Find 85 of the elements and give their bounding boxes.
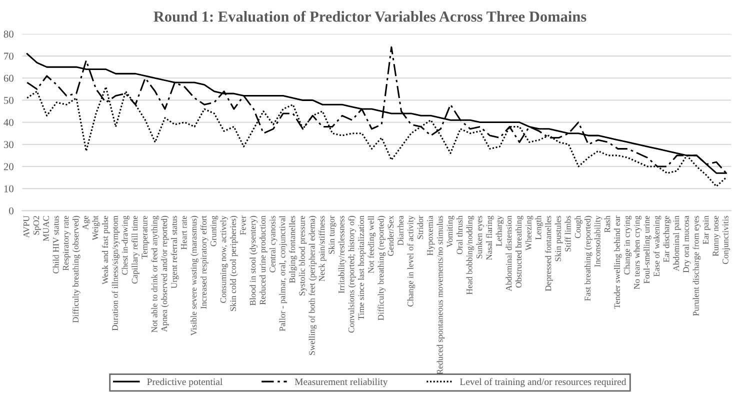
x-tick-label: Temperature [142, 216, 150, 259]
x-tick-label: Weak and fast pulse [102, 216, 110, 284]
legend-label: Level of training and/or resources required [460, 378, 626, 388]
x-tick-label: Reduced urine production [260, 216, 268, 305]
x-tick-label: Apnea (observed and/or reported) [161, 216, 169, 332]
x-tick-label: Bulging fontanelles [289, 216, 297, 283]
x-tick-label: Not feeding well [368, 216, 376, 274]
x-tick-label: Depressed fontanelles [545, 216, 553, 292]
y-tick-label: 40 [4, 118, 14, 126]
y-tick-label: 30 [4, 141, 14, 148]
x-tick-label: Convulsions (reported; history of) [348, 216, 356, 333]
x-tick-label: Obstructed breathing [516, 216, 524, 288]
x-tick-label: Conjunctivitis [722, 216, 730, 264]
x-tick-label: Purulent discharge from eyes [692, 216, 701, 316]
x-tick-label: Change in level of activity [407, 216, 416, 307]
y-tick-label: 0 [9, 207, 14, 214]
x-tick-label: Duration of illness/sign/symptom [112, 216, 120, 331]
x-tick-label: Fast breathing (reported) [584, 216, 592, 301]
x-tick-label: Diarrhea [397, 216, 404, 246]
x-tick-label: Dry oral mucosa [682, 216, 691, 273]
x-tick-label: Pallor - palmar, oral, conjunctival [279, 216, 288, 332]
y-tick-label: 70 [4, 52, 14, 60]
x-tick-label: Child HIV status [52, 216, 59, 274]
x-tick-label: Oral thrush [456, 216, 463, 254]
x-tick-label: Vomiting [446, 216, 454, 248]
x-tick-label: Gender/Sex [388, 216, 394, 256]
x-tick-label: Stridor [417, 216, 424, 239]
x-tick-label: MUAC [43, 216, 49, 242]
x-tick-label: Visible severe wasting (marasmus) [190, 216, 198, 336]
x-tick-label: Ease of wakening [653, 216, 662, 276]
x-tick-label: Rash [604, 216, 610, 233]
x-tick-label: Ear pain [702, 216, 710, 244]
x-tick-label: Urgent referral status [170, 216, 179, 288]
y-tick-label: 60 [4, 74, 14, 82]
x-tick-label: Neck pain/stiffness [318, 216, 326, 282]
y-tick-label: 20 [4, 163, 14, 170]
legend-label: Predictive potential [147, 378, 222, 388]
x-tick-label: Sunken eyes [476, 216, 484, 258]
x-tick-label: Abdominal distension [506, 216, 512, 292]
x-tick-label: Reduced spontaneous movements/no stimulus [436, 216, 445, 374]
y-tick-label: 50 [4, 96, 14, 104]
x-tick-label: Runny nose [712, 216, 720, 256]
x-tick-label: Fever [240, 216, 246, 235]
x-tick-label: Nasal flaring [486, 216, 494, 260]
x-tick-label: SpO2 [33, 216, 41, 235]
x-tick-label: Lethargy [496, 216, 504, 246]
x-tick-label: Length [535, 216, 544, 240]
x-tick-label: Weight [92, 216, 100, 240]
chart-title: Round 1: Evaluation of Predictor Variables Across Three Domains [154, 10, 586, 22]
x-tick-label: Abdominal pain [673, 216, 681, 272]
x-tick-label: Stiff limbs [564, 216, 571, 252]
x-tick-label: Inconsolability [594, 216, 602, 267]
x-tick-label: Blood in stool (dysentery) [250, 216, 258, 306]
x-tick-label: AVPU [24, 216, 30, 238]
x-tick-label: Consuming now, actively [220, 216, 228, 303]
x-tick-label: Respiratory rate [62, 216, 70, 271]
x-tick-label: Cough [574, 216, 582, 238]
x-tick-label: Grunting [210, 216, 218, 246]
x-tick-label: Wheezing [525, 216, 534, 250]
x-tick-label: No tears when crying [634, 216, 642, 290]
x-tick-label: Increased respiratory effort [200, 216, 208, 309]
x-tick-label: Skin cold (cool peripheries) [230, 216, 238, 311]
x-tick-label: Capillary refill time [131, 216, 140, 284]
x-tick-label: Difficulty breathing (observed) [72, 216, 80, 323]
x-tick-label: Skin turgor [328, 216, 336, 254]
x-tick-label: Ear discharge [663, 216, 672, 262]
x-tick-label: Not able to drink or feed anything [151, 216, 160, 332]
x-tick-label: Irritability/restlessness [338, 216, 346, 294]
x-tick-label: Hypoxemia [427, 216, 435, 256]
x-tick-label: Head bobbing/nodding [466, 216, 474, 294]
x-tick-label: Swelling of both feet (peripheral edema) [308, 216, 317, 355]
x-tick-label: Tender swelling behind ear [614, 216, 622, 309]
x-tick-label: Difficulty breathing (reported) [378, 216, 386, 320]
y-tick-label: 10 [4, 185, 14, 192]
x-tick-label: Chest in-drawing [122, 216, 130, 275]
y-tick-label: 80 [4, 30, 14, 38]
x-tick-label: Heart rate [181, 216, 187, 250]
x-tick-label: Systolic blood pressure [298, 216, 307, 296]
x-tick-label: Foul-smelling urine [644, 216, 652, 284]
x-tick-label: Time since last hospitalization [358, 216, 366, 320]
legend-label: Measurement reliability [294, 378, 388, 388]
x-tick-label: Change in crying [624, 216, 632, 274]
x-tick-label: Central cyanosis [269, 216, 278, 272]
x-tick-label: Age [82, 216, 90, 230]
x-tick-label: Skin pustules [554, 216, 563, 262]
